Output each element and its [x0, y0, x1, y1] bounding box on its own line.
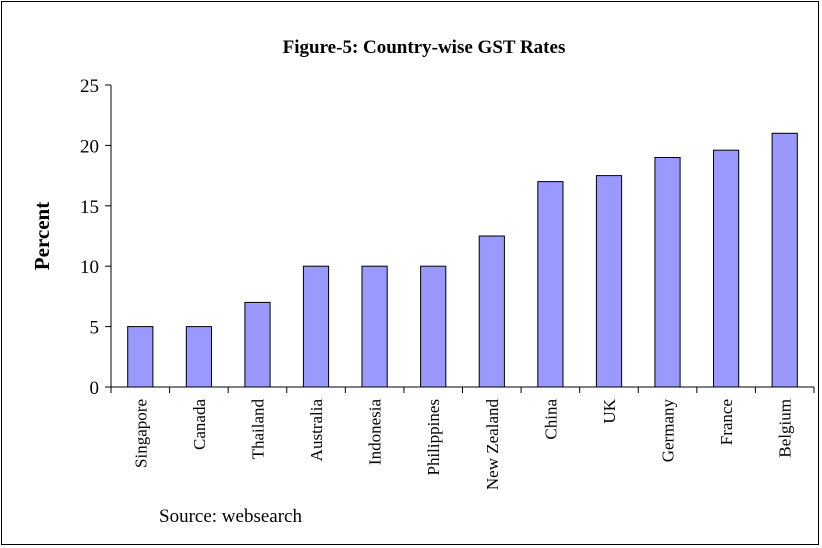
y-tick-label: 20 — [80, 136, 99, 157]
x-tick-label: China — [541, 399, 560, 440]
x-tick-label: Singapore — [131, 399, 150, 468]
y-tick-label: 25 — [80, 76, 99, 97]
y-tick-label: 15 — [80, 197, 99, 218]
x-tick-label: UK — [600, 398, 619, 423]
chart-title: Figure-5: Country-wise GST Rates — [283, 37, 566, 58]
x-tick-label: New Zealand — [483, 399, 502, 491]
x-tick-label: Germany — [659, 399, 678, 463]
y-tick-label: 5 — [90, 318, 100, 339]
bar-australia — [302, 265, 330, 388]
bars-group — [127, 132, 798, 388]
bar-thailand — [244, 301, 271, 388]
x-tick-label: Philippines — [424, 399, 443, 476]
bar-france — [713, 149, 740, 388]
y-tick-label: 0 — [90, 378, 100, 399]
bar-philippines — [420, 265, 447, 388]
x-axis: Singapore Canada Thailand Australia Indonesi… — [110, 386, 815, 491]
bar-germany — [654, 157, 681, 388]
bar-indonesia — [361, 265, 388, 388]
y-axis-label: Percent — [30, 202, 54, 270]
bar-canada — [185, 326, 213, 388]
x-tick-label: Australia — [307, 399, 326, 462]
bar-uk — [595, 175, 623, 388]
y-tick-label: 10 — [80, 257, 99, 278]
bar-belgium — [771, 132, 798, 388]
x-tick-label: Canada — [190, 399, 209, 450]
source-note: Source: websearch — [159, 506, 302, 527]
bar-china — [537, 181, 564, 388]
x-tick-label: Indonesia — [366, 399, 385, 466]
x-tick-label: France — [717, 399, 736, 445]
y-axis: 0 5 10 15 20 25 — [80, 76, 112, 399]
x-tick-label: Thailand — [249, 399, 268, 460]
x-tick-label: Belgium — [776, 399, 795, 458]
bar-new-zealand — [478, 235, 505, 388]
bar-singapore — [127, 326, 154, 388]
